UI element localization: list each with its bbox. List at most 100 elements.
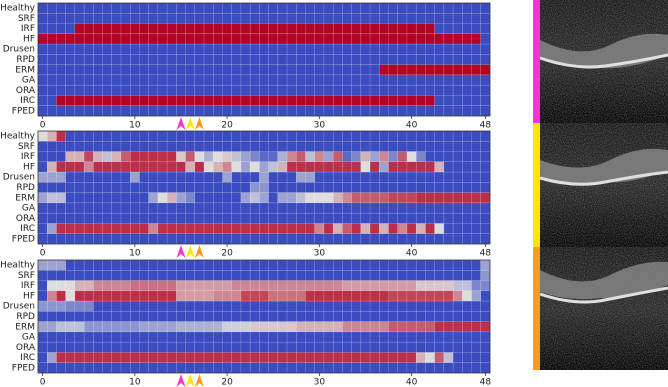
heatmap-cell — [452, 171, 463, 183]
heatmap-cell — [415, 223, 426, 234]
heatmap-cell — [249, 171, 260, 183]
heatmap-cell — [443, 300, 454, 312]
heatmap-cell — [249, 54, 260, 65]
heatmap-cell — [268, 84, 279, 96]
heatmap-cell — [443, 95, 454, 106]
x-tick-label: 30 — [314, 121, 326, 131]
heatmap-cell — [415, 290, 426, 302]
heatmap-cell — [231, 270, 242, 281]
heatmap-cell — [139, 233, 149, 245]
heatmap-cell — [231, 311, 242, 322]
heatmap-cell — [93, 321, 103, 333]
heatmap-cell — [213, 259, 223, 271]
heatmap-cell — [176, 141, 186, 152]
heatmap-cell — [397, 223, 408, 234]
heatmap-cell — [397, 290, 408, 302]
heatmap-cell — [157, 171, 168, 183]
heatmap-cell — [443, 212, 454, 224]
heatmap-cell — [222, 182, 232, 193]
slice-color-bar — [533, 123, 540, 247]
heatmap-cell — [222, 54, 232, 65]
heatmap-cell — [139, 341, 149, 353]
heatmap-cell — [369, 233, 380, 245]
heatmap-cell — [111, 202, 122, 214]
heatmap-cell — [323, 130, 334, 142]
heatmap-cell — [222, 300, 232, 312]
heatmap-cell — [425, 13, 435, 24]
heatmap-cell — [296, 290, 306, 302]
heatmap-cell — [83, 182, 94, 193]
heatmap-cell — [277, 95, 288, 106]
heatmap-cell — [129, 64, 140, 76]
heatmap-cell — [129, 84, 140, 96]
heatmap-cell — [351, 331, 362, 343]
heatmap-cell — [462, 352, 472, 363]
heatmap-cell — [351, 352, 362, 363]
heatmap-cell — [74, 331, 85, 343]
heatmap-cell — [286, 290, 297, 302]
heatmap-cell — [194, 130, 205, 142]
heatmap-cell — [397, 192, 408, 204]
heatmap-cell — [102, 280, 113, 292]
heatmap-cell — [277, 212, 288, 224]
heatmap-cell — [286, 362, 297, 374]
heatmap-cell — [286, 2, 297, 14]
heatmap-cell — [148, 23, 159, 35]
heatmap-cell — [369, 33, 380, 45]
heatmap-cell — [102, 54, 113, 65]
heatmap-cell — [231, 13, 242, 24]
heatmap-cell — [93, 33, 103, 45]
heatmap-cell — [213, 33, 223, 45]
heatmap-cell — [342, 141, 352, 152]
heatmap-cell — [240, 223, 251, 234]
heatmap-cell — [471, 362, 482, 374]
heatmap-cell — [259, 212, 269, 224]
heatmap-cell — [480, 202, 491, 214]
heatmap-cell — [388, 33, 399, 45]
heatmap-cell — [369, 105, 380, 117]
heatmap-cell — [166, 2, 177, 14]
heatmap-cell — [46, 352, 57, 363]
heatmap-cell — [157, 33, 168, 45]
heatmap-cell — [462, 74, 472, 86]
heatmap-cell — [268, 33, 279, 45]
heatmap-cell — [166, 212, 177, 224]
heatmap-cell — [139, 2, 149, 14]
heatmap-cell — [37, 352, 48, 363]
heatmap-cell — [111, 212, 122, 224]
heatmap-cell — [157, 105, 168, 117]
heatmap-cell — [342, 192, 352, 204]
heatmap-cell — [286, 202, 297, 214]
heatmap-cell — [397, 171, 408, 183]
heatmap-cell — [129, 43, 140, 55]
heatmap-cell — [56, 352, 66, 363]
heatmap-cell — [342, 223, 352, 234]
heatmap-cell — [37, 362, 48, 374]
heatmap-cell — [56, 321, 66, 333]
heatmap-cell — [46, 64, 57, 76]
heatmap-cell — [277, 2, 288, 14]
heatmap-cell — [102, 84, 113, 96]
heatmap-cell — [332, 311, 343, 322]
heatmap-cell — [93, 331, 103, 343]
heatmap-cell — [268, 290, 279, 302]
heatmap-cell — [397, 212, 408, 224]
heatmap-cell — [397, 233, 408, 245]
heatmap-cell — [296, 270, 306, 281]
heatmap-cell — [222, 105, 232, 117]
heatmap-cell — [342, 23, 352, 35]
heatmap-cell — [452, 223, 463, 234]
heatmap-cell — [249, 290, 260, 302]
heatmap-cell — [471, 74, 482, 86]
heatmap-cell — [443, 105, 454, 117]
heatmap-cell — [93, 141, 103, 152]
heatmap-cell — [342, 212, 352, 224]
heatmap-cell — [379, 280, 389, 292]
heatmap-cell — [185, 33, 196, 45]
heatmap-cell — [166, 161, 177, 173]
heatmap-cell — [434, 331, 445, 343]
heatmap-cell — [425, 280, 435, 292]
heatmap-cell — [157, 74, 168, 86]
heatmap-cell — [388, 311, 399, 322]
heatmap-cell — [185, 233, 196, 245]
